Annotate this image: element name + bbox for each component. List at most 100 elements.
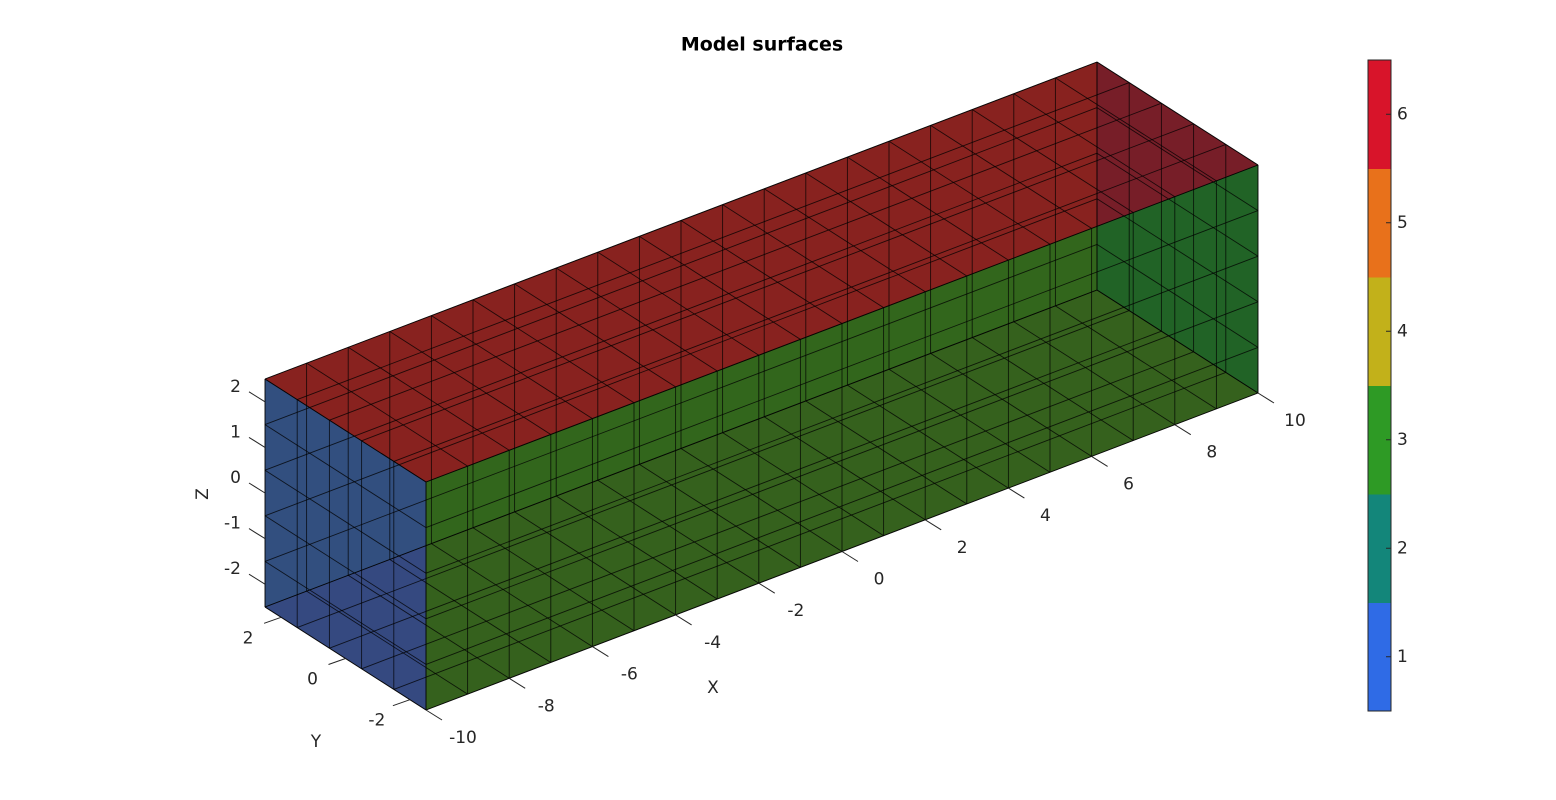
mesh-line (306, 590, 468, 695)
mesh-line (1096, 61, 1259, 166)
x-tick-label: 8 (1206, 443, 1217, 463)
mesh (264, 61, 1259, 711)
colorbar-band (1368, 602, 1391, 712)
mesh-line (264, 61, 1098, 380)
x-tick (1091, 455, 1108, 467)
mesh-line (425, 346, 1259, 665)
colorbar-frame (1367, 59, 1392, 712)
y-tick (263, 616, 282, 624)
colorbar-band (1368, 60, 1391, 169)
x-tick (675, 614, 692, 626)
colorbar-tick-label: 5 (1397, 213, 1408, 233)
mesh-line (425, 210, 1259, 529)
mesh-line (425, 301, 1259, 620)
mesh-line (639, 235, 801, 340)
z-tick (248, 436, 266, 448)
x-tick-label: -4 (704, 633, 721, 653)
mesh-line (555, 267, 718, 372)
z-tick (248, 528, 266, 540)
colorbar-tick-label: 6 (1397, 104, 1408, 124)
mesh-line (264, 152, 1098, 471)
mesh-line (472, 299, 635, 404)
mesh-line (425, 255, 1259, 574)
mesh-line (431, 315, 593, 419)
mesh-line (264, 243, 1098, 562)
mesh-line (389, 559, 552, 663)
colorbar-band (1368, 277, 1391, 386)
z-tick-label: -1 (224, 514, 241, 534)
colorbar-tick-label: 3 (1397, 430, 1408, 450)
mesh-line (264, 198, 1098, 517)
mesh-line (1096, 107, 1259, 211)
z-tick-label: -2 (224, 559, 241, 579)
mesh-line (1013, 93, 1176, 198)
x-tick (425, 709, 443, 721)
z-tick (248, 482, 266, 494)
mesh-line (264, 561, 427, 665)
mesh-line (805, 172, 968, 277)
chart-title: Model surfaces (681, 34, 843, 56)
colorbar: 1 2 3 4 5 6 (1367, 59, 1408, 712)
y-tick-label: 2 (243, 628, 254, 648)
mesh-line (264, 378, 427, 483)
colorbar-band (1368, 168, 1391, 278)
mesh-line (1096, 152, 1259, 257)
x-tick (508, 677, 526, 689)
mesh-line (597, 251, 760, 356)
mesh-line (264, 424, 427, 528)
mesh-line (514, 283, 676, 388)
x-tick-label: 0 (874, 570, 885, 590)
x-tick-label: 2 (957, 538, 968, 558)
mesh-line (389, 331, 552, 435)
mesh-line (329, 102, 1162, 421)
mesh-line (361, 123, 1194, 442)
mesh-line (680, 220, 843, 324)
mesh-line (329, 330, 1162, 649)
mesh-line (888, 140, 1051, 245)
mesh-line (930, 125, 1092, 229)
mesh-line (971, 109, 1134, 213)
mesh-line (306, 362, 468, 467)
mesh-line (1055, 77, 1217, 182)
colorbar-tick-label: 1 (1397, 647, 1408, 667)
x-tick (1257, 392, 1275, 404)
x-tick (924, 519, 942, 531)
mesh-line (847, 156, 1009, 261)
mesh-line (264, 469, 427, 574)
z-tick (248, 573, 266, 585)
y-tick (392, 699, 411, 707)
colorbar-band (1368, 494, 1391, 603)
surface-face (265, 379, 426, 710)
x-tick-label: 10 (1284, 411, 1306, 431)
x-tick (592, 646, 609, 658)
faces (265, 62, 1258, 710)
x-tick (1174, 424, 1192, 436)
y-tick-label: 0 (307, 670, 318, 690)
mesh-line (722, 204, 884, 309)
mesh-line (297, 82, 1130, 401)
mesh-line (393, 143, 1226, 462)
z-tick (248, 391, 266, 403)
x-tick-label: -6 (621, 665, 638, 685)
y-tick (328, 658, 346, 665)
mesh-line (264, 289, 1098, 608)
x-tick-label: 4 (1040, 506, 1051, 526)
colorbar-tick-label: 4 (1397, 321, 1408, 341)
colorbar-band (1368, 385, 1391, 495)
colorbar-tick-label: 2 (1397, 538, 1408, 558)
x-tick (841, 551, 859, 562)
z-tick-label: 0 (230, 468, 241, 488)
x-tick-label: -10 (449, 728, 477, 748)
x-tick (1008, 487, 1025, 499)
x-axis-label: X (707, 678, 719, 698)
mesh-line (297, 310, 1130, 629)
mesh-line (264, 107, 1098, 426)
mesh-line (361, 351, 1194, 670)
mesh-line (264, 515, 427, 620)
mesh-line (347, 574, 510, 679)
y-tick-label: -2 (368, 711, 385, 731)
mesh-line (763, 188, 926, 293)
y-axis-label: Y (310, 732, 322, 752)
